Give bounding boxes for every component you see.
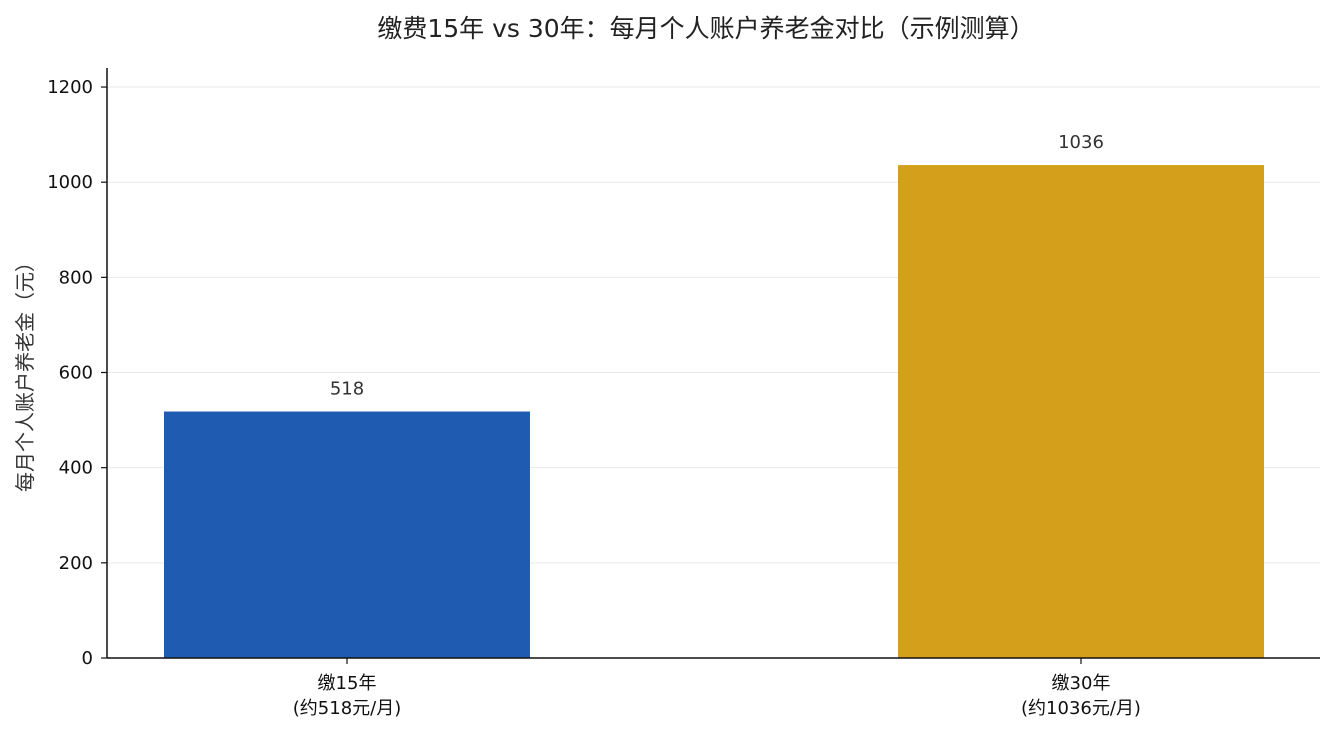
y-tick-label: 1000: [47, 172, 93, 193]
y-tick-label: 0: [82, 648, 93, 669]
bar: [898, 165, 1264, 658]
x-tick-label: 缴15年(约518元/月): [293, 673, 401, 719]
bars: [164, 165, 1264, 658]
y-tick-label: 400: [59, 458, 93, 479]
y-tick-label: 200: [59, 553, 93, 574]
bar-value-label: 1036: [1058, 132, 1104, 153]
chart-title: 缴费15年 vs 30年：每月个人账户养老金对比（示例测算）: [377, 14, 1034, 43]
bar: [164, 411, 530, 658]
axes: [101, 68, 1320, 664]
y-tick-label: 1200: [47, 77, 93, 98]
labels: 0 200 400 600 800 1000 1200 518 缴15年(约518元/月) 103…: [47, 77, 1141, 719]
y-tick-label: 600: [59, 363, 93, 384]
y-tick-label: 800: [59, 267, 93, 288]
y-axis-title: 每月个人账户养老金（元）: [13, 252, 37, 492]
x-tick-label: 缴30年(约1036元/月): [1021, 673, 1141, 719]
bar-value-label: 518: [330, 379, 364, 400]
